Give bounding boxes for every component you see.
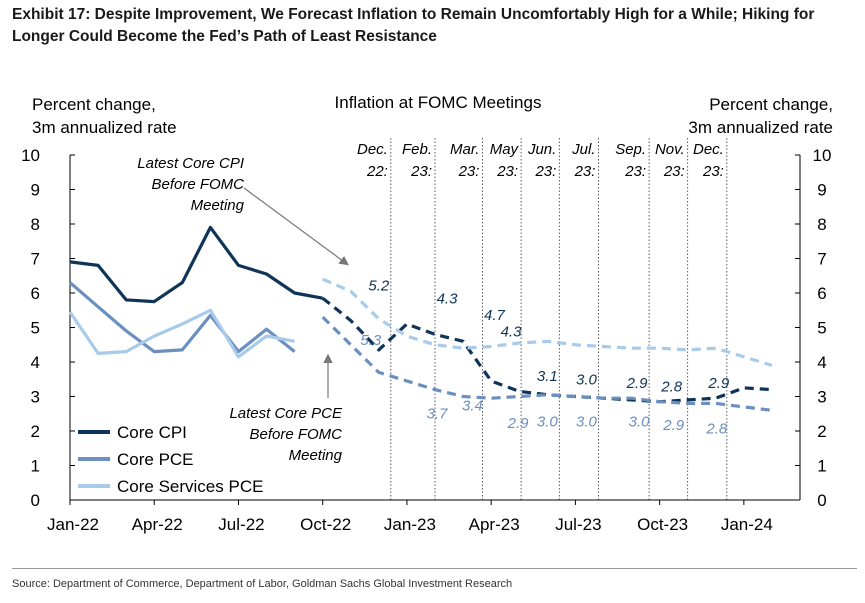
meeting-pce-value: 5.3: [360, 332, 382, 349]
meeting-label-month: Sep.: [615, 141, 646, 158]
chart-title: Exhibit 17: Despite Improvement, We Fore…: [12, 6, 815, 45]
core-cpi-actual-line: [69, 225, 323, 304]
annotation-pce-line: Meeting: [289, 447, 343, 464]
meeting-cpi-value: 4.3: [437, 291, 459, 308]
core-cpi-forecast-line: [321, 296, 772, 404]
meeting-cpi-value: 2.9: [707, 375, 730, 392]
meeting-label-year: 23:: [574, 163, 596, 180]
x-tick-label: Jan-22: [47, 515, 99, 534]
meeting-pce-value: 3.0: [629, 414, 651, 431]
y-tick-label-left: 7: [31, 250, 40, 269]
x-tick-label: Apr-22: [132, 515, 183, 534]
legend-label-core-cpi: Core CPI: [117, 423, 187, 442]
meeting-cpi-value: 3.0: [576, 372, 598, 389]
core-services-pce-actual-line: [68, 308, 295, 359]
series-lines: [68, 225, 773, 412]
y-tick-label-left: 10: [21, 146, 40, 165]
y-tick-label-left: 5: [31, 319, 40, 338]
meeting-label-month: May: [490, 141, 520, 158]
y-tick-label-right: 3: [817, 388, 826, 407]
meeting-label-month: Jun.: [527, 141, 556, 158]
meeting-label-month: Feb.: [402, 141, 432, 158]
meeting-label-month: Jul.: [571, 141, 595, 158]
meeting-cpi-value: 2.9: [626, 375, 649, 392]
y-tick-label-left: 3: [31, 388, 40, 407]
annotation-cpi-line: Before FOMC: [151, 176, 244, 193]
y-axis-title-left-line1: Percent change,: [32, 95, 156, 114]
x-tick-label: Jul-22: [218, 515, 264, 534]
y-tick-label-right: 7: [817, 250, 826, 269]
axes: [69, 154, 801, 505]
meeting-pce-value: 2.9: [507, 415, 530, 432]
y-tick-label-left: 6: [31, 284, 40, 303]
source-divider: [12, 568, 857, 569]
legend: Core CPI Core PCE Core Services PCE: [78, 423, 263, 496]
meeting-cpi-value: 3.1: [537, 368, 558, 385]
annotation-cpi-line: Meeting: [191, 197, 245, 214]
y-tick-label-right: 9: [817, 181, 826, 200]
meeting-label-month: Nov.: [655, 141, 685, 158]
y-axis-title-right-line1: Percent change,: [709, 95, 833, 114]
meeting-pce-value: 2.9: [662, 417, 685, 434]
meeting-label-year: 23:: [624, 163, 646, 180]
source-note: Source: Department of Commerce, Departme…: [12, 578, 513, 590]
meeting-label-month: Mar.: [450, 141, 479, 158]
meeting-label-year: 23:: [458, 163, 480, 180]
annotation-pce-line: Before FOMC: [249, 426, 342, 443]
y-tick-label-right: 10: [813, 146, 832, 165]
meeting-pce-value: 3.4: [462, 398, 483, 415]
annotation-cpi-arrow: [243, 187, 349, 266]
meeting-cpi-value: 2.8: [660, 378, 683, 395]
meeting-label-year: 23:: [496, 163, 518, 180]
meeting-pce-value: 3.0: [576, 414, 598, 431]
meeting-cpi-value: 4.3: [501, 324, 523, 341]
y-tick-label-left: 1: [31, 457, 40, 476]
meeting-pce-value: 3.0: [537, 414, 559, 431]
x-tick-label: Jan-24: [721, 515, 773, 534]
y-tick-label-left: 4: [31, 353, 40, 372]
meeting-label-year: 22:: [366, 163, 388, 180]
x-tick-label: Apr-23: [469, 515, 520, 534]
x-tick-label: Oct-22: [300, 515, 351, 534]
core-services-pce-forecast-line: [322, 277, 773, 367]
meeting-label-month: Dec.: [693, 141, 724, 158]
meeting-pce-value: 2.8: [705, 420, 728, 437]
meeting-cpi-value: 4.7: [484, 307, 506, 324]
meeting-pce-value: 3.7: [427, 405, 449, 422]
annotation-pce-line: Latest Core PCE: [229, 405, 343, 422]
legend-label-core-pce: Core PCE: [117, 450, 194, 469]
meeting-label-year: 23:: [534, 163, 556, 180]
legend-label-core-services-pce: Core Services PCE: [117, 477, 263, 496]
chart-text: Dec.22:Feb.23:Mar.23:May23:Jun.23:Jul.23…: [21, 93, 833, 534]
y-tick-label-right: 2: [817, 422, 826, 441]
y-tick-label-right: 5: [817, 319, 826, 338]
meeting-label-month: Dec.: [357, 141, 388, 158]
meeting-label-year: 23:: [410, 163, 432, 180]
x-tick-label: Jan-23: [384, 515, 436, 534]
core-pce-forecast-line: [321, 315, 773, 412]
y-tick-label-right: 8: [817, 215, 826, 234]
meeting-label-year: 23:: [663, 163, 685, 180]
y-tick-label-right: 0: [817, 491, 826, 510]
meeting-value-labels: 5.2 5.3 4.3 3.7 4.7 3.4 4.3 2.9 3.1 3.0 3.0 3.0 2.9 3…: [360, 278, 730, 438]
annotation-cpi-line: Latest Core CPI: [137, 155, 244, 172]
y-tick-label-right: 6: [817, 284, 826, 303]
y-axis-title-left-line2: 3m annualized rate: [32, 118, 177, 137]
x-tick-label: Jul-23: [555, 515, 601, 534]
meeting-label-year: 23:: [702, 163, 724, 180]
y-tick-label-left: 9: [31, 181, 40, 200]
y-tick-label-left: 2: [31, 422, 40, 441]
y-tick-label-right: 1: [817, 457, 826, 476]
core-pce-actual-line: [68, 281, 296, 354]
x-tick-label: Oct-23: [637, 515, 688, 534]
meeting-cpi-value: 5.2: [368, 278, 390, 295]
y-tick-label-left: 0: [31, 491, 40, 510]
y-axis-title-right-line2: 3m annualized rate: [688, 118, 833, 137]
meeting-lines: [390, 138, 728, 500]
chart-header: Inflation at FOMC Meetings: [335, 93, 542, 112]
y-tick-label-left: 8: [31, 215, 40, 234]
y-tick-label-right: 4: [817, 353, 826, 372]
